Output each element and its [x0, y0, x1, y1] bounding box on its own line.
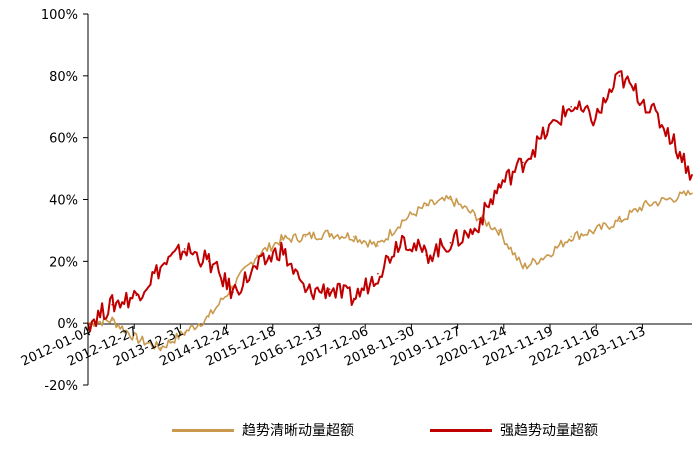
- series-0-point: [473, 214, 476, 216]
- series-0-point: [256, 254, 258, 256]
- series-0-point: [449, 198, 452, 201]
- series-0-point: [522, 266, 524, 269]
- series-0-point: [208, 316, 210, 318]
- series-1-point: [497, 186, 500, 188]
- series-0-point: [618, 220, 621, 222]
- series-1-point: [304, 291, 307, 294]
- series-1-point: [522, 161, 524, 164]
- series-1-point: [425, 254, 428, 256]
- y-tick-label: 80%: [49, 70, 78, 85]
- series-1-point: [691, 173, 693, 176]
- series-1-point: [232, 291, 234, 294]
- y-tick-label: 40%: [49, 194, 78, 209]
- series-0-point: [111, 319, 113, 321]
- legend-item-trend-clear: 趋势清晰动量超额: [172, 420, 354, 440]
- series-1-point: [159, 266, 162, 269]
- legend-swatch-strong-trend: [430, 428, 492, 432]
- series-line-0: [87, 189, 693, 352]
- series-1-point: [111, 303, 113, 306]
- series-0-point: [304, 235, 307, 238]
- series-0-point: [401, 220, 403, 222]
- y-tick-label: 0%: [57, 317, 78, 332]
- series-1-point: [594, 118, 597, 120]
- series-1-point: [328, 288, 331, 290]
- legend-item-strong-trend: 强趋势动量超额: [430, 420, 598, 440]
- series-0-point: [183, 331, 186, 334]
- series-0-point: [352, 235, 355, 238]
- series-0-point: [642, 204, 645, 207]
- series-1-point: [377, 272, 379, 275]
- series-0-point: [594, 229, 597, 232]
- series-0-point: [546, 254, 548, 256]
- series-1-point: [208, 260, 210, 263]
- series-1-point: [449, 241, 452, 244]
- series-0-point: [159, 347, 162, 349]
- series-1-point: [135, 294, 138, 297]
- series-0-point: [497, 229, 500, 232]
- series-0-point: [280, 238, 283, 241]
- series-1-point: [352, 297, 355, 300]
- y-tick-label: 100%: [41, 8, 78, 23]
- series-1-point: [642, 99, 645, 102]
- series-0-point: [667, 198, 669, 201]
- series-1-point: [546, 130, 548, 133]
- series-1-point: [667, 130, 669, 133]
- series-0-point: [425, 204, 428, 207]
- series-0-point: [570, 235, 572, 238]
- y-tick-label: -20%: [44, 379, 78, 394]
- series-1-point: [570, 105, 572, 108]
- series-1-point: [256, 266, 258, 269]
- series-0-point: [135, 337, 138, 340]
- series-1-point: [280, 248, 283, 250]
- series-line-1: [87, 70, 693, 333]
- series-layer: [87, 70, 693, 352]
- legend-label-trend-clear: 趋势清晰动量超额: [242, 423, 354, 439]
- y-tick-label: 20%: [49, 255, 78, 270]
- series-0-point: [377, 245, 379, 247]
- series-1-point: [183, 248, 186, 250]
- series-1-point: [473, 229, 476, 232]
- legend-swatch-trend-clear: [172, 428, 234, 432]
- series-0-point: [691, 192, 693, 195]
- legend-label-strong-trend: 强趋势动量超额: [500, 423, 598, 439]
- series-0-point: [328, 232, 331, 235]
- ticks: -20%0%20%40%60%80%100%2012-01-042012-12-…: [19, 8, 648, 394]
- series-1-point: [618, 75, 621, 77]
- series-1-point: [401, 235, 403, 238]
- y-tick-label: 60%: [49, 132, 78, 147]
- legend: 趋势清晰动量超额 强趋势动量超额: [0, 420, 699, 444]
